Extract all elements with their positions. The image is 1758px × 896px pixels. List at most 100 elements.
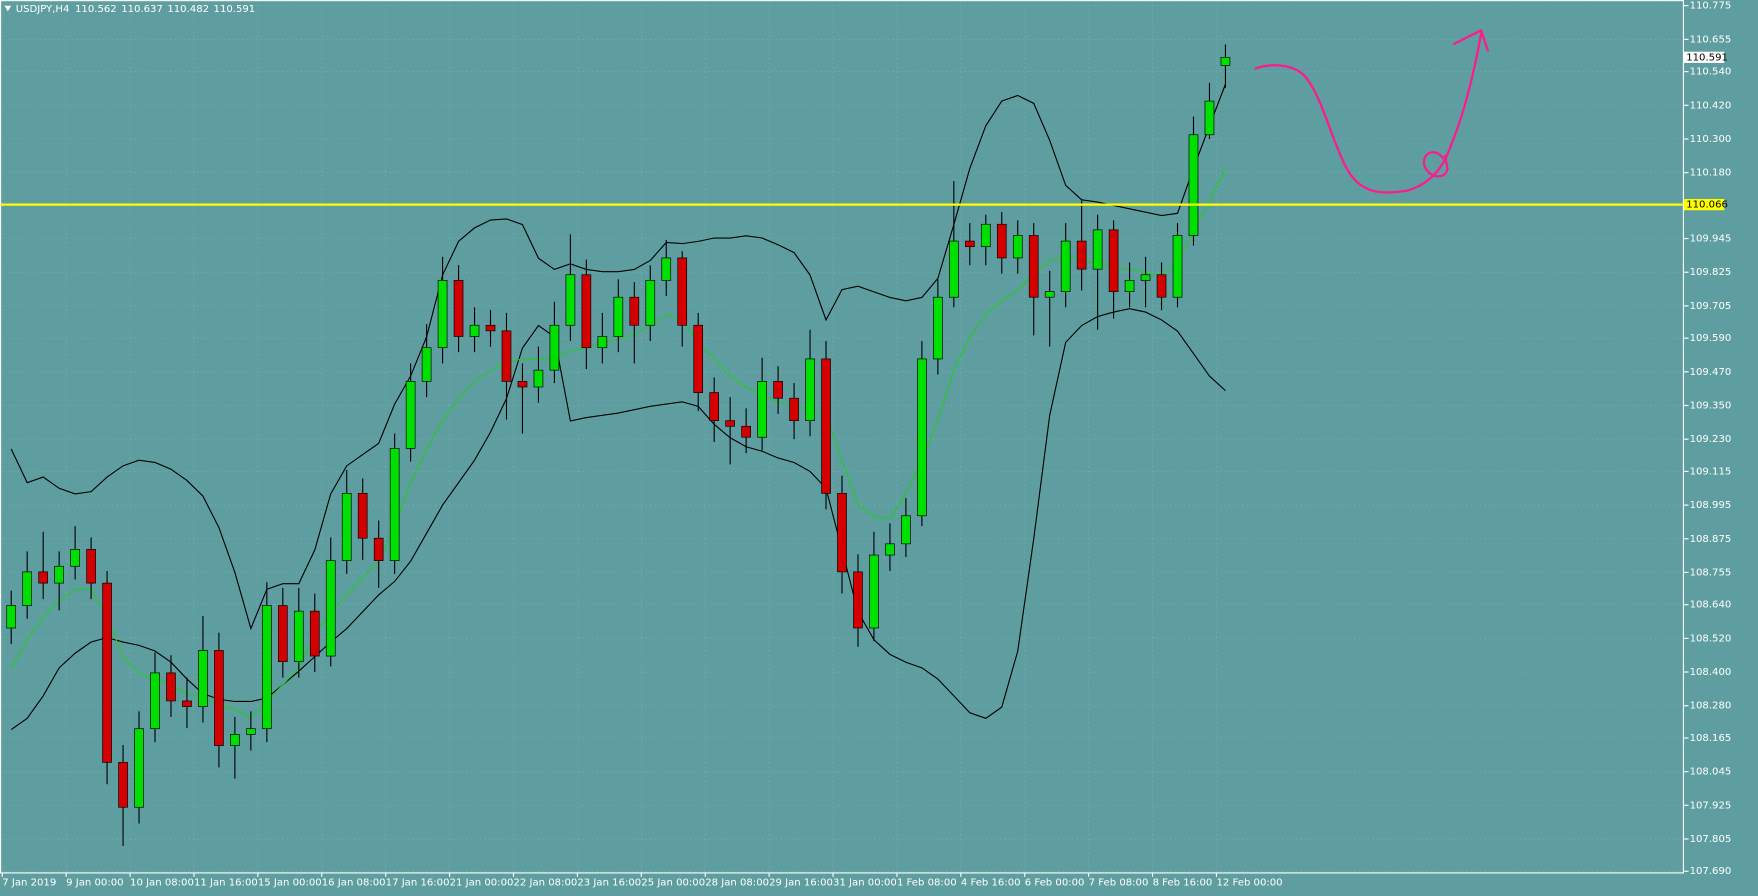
x-tick-label: 31 Jan 00:00 — [833, 877, 897, 888]
y-tick-label: 107.925 — [1690, 800, 1732, 811]
candle-body — [22, 571, 33, 606]
candle-body — [613, 296, 624, 337]
x-tick-label: 21 Jan 00:00 — [450, 877, 514, 888]
y-tick-label: 109.945 — [1690, 234, 1732, 245]
menu-triangle[interactable] — [4, 5, 12, 12]
candle-body — [661, 257, 672, 281]
candle-body — [549, 324, 560, 371]
x-tick-label: 1 Feb 08:00 — [897, 877, 957, 888]
candle-body — [741, 425, 751, 438]
y-tick-label: 109.825 — [1690, 267, 1732, 278]
candle-body — [837, 492, 847, 573]
candle-body — [501, 330, 512, 382]
level-label-box — [1684, 199, 1725, 211]
y-tick-label: 110.655 — [1690, 34, 1732, 45]
x-tick-label: 23 Jan 16:00 — [577, 877, 641, 888]
candle-body — [118, 762, 128, 808]
y-tick-label: 107.805 — [1690, 834, 1732, 845]
x-tick-label: 22 Jan 08:00 — [513, 877, 577, 888]
candle-body — [198, 650, 208, 707]
indicator-line — [10, 84, 1226, 631]
candle-body — [1060, 240, 1071, 292]
candle-body — [773, 381, 783, 399]
y-tick-label: 110.540 — [1690, 67, 1732, 78]
candle-body — [38, 571, 48, 584]
candle-body — [1204, 100, 1215, 136]
candle-body — [949, 240, 959, 298]
y-tick-label: 108.045 — [1690, 767, 1732, 778]
candle-body — [517, 381, 528, 388]
candle-body — [581, 274, 592, 349]
y-tick-label: 108.875 — [1690, 534, 1732, 545]
candle-body — [357, 492, 368, 539]
candle-body — [964, 240, 975, 248]
y-tick-label: 109.705 — [1690, 301, 1732, 312]
y-tick-label: 110.180 — [1690, 168, 1732, 179]
candle-body — [309, 610, 320, 657]
y-tick-label: 110.775 — [1690, 1, 1732, 12]
y-tick-label: 108.995 — [1690, 500, 1732, 511]
drawn-loop — [1422, 151, 1449, 178]
candle-body — [901, 515, 911, 545]
candle-body — [1156, 274, 1167, 298]
candle-body — [805, 358, 815, 421]
drawn-curve — [1254, 32, 1483, 194]
candle-body — [86, 549, 96, 584]
y-tick-label: 108.400 — [1690, 667, 1732, 678]
candle-body — [182, 700, 192, 707]
y-tick-label: 110.420 — [1690, 100, 1732, 111]
candle-body — [1124, 280, 1135, 292]
candle-body — [6, 605, 17, 629]
candle-body — [437, 280, 448, 349]
candle-body — [341, 492, 352, 561]
candle-body — [677, 257, 688, 326]
candle-body — [853, 571, 863, 629]
x-tick-label: 25 Jan 00:00 — [641, 877, 705, 888]
candle-body — [1172, 235, 1183, 298]
y-tick-label: 109.350 — [1690, 401, 1732, 412]
drawn-arrowhead — [1453, 28, 1489, 52]
plot-layer — [0, 0, 1685, 874]
x-tick-label: 10 Jan 08:00 — [130, 877, 194, 888]
candle-body — [565, 274, 576, 326]
candle-body — [821, 358, 831, 494]
y-tick-label: 109.230 — [1690, 434, 1732, 445]
candle-body — [725, 420, 735, 427]
candle-body — [421, 347, 432, 382]
header-high: 110.637 — [121, 4, 163, 15]
hand-drawing — [1254, 28, 1489, 194]
price-label: 110.591 — [1686, 52, 1728, 63]
indicator-line — [10, 308, 1226, 731]
candle-body — [373, 537, 384, 561]
x-tick-label: 17 Jan 16:00 — [386, 877, 450, 888]
candle-body — [1140, 274, 1151, 281]
candle-body — [885, 543, 895, 556]
candle-body — [1044, 291, 1055, 298]
candle-body — [1028, 235, 1039, 298]
candle-body — [214, 650, 224, 746]
candle-body — [54, 565, 64, 584]
candle-body — [469, 324, 480, 337]
candle-body — [629, 296, 640, 326]
candle-body — [996, 223, 1007, 259]
header-close: 110.591 — [214, 4, 256, 15]
y-tick-label: 109.115 — [1690, 466, 1732, 477]
candle-body — [166, 672, 176, 702]
symbol: USDJPY,H4 — [16, 4, 70, 15]
candle-body — [1092, 229, 1103, 270]
y-tick-label: 108.280 — [1690, 701, 1732, 712]
candle-body — [1220, 56, 1231, 66]
candle-body — [102, 582, 112, 763]
y-tick-label: 108.520 — [1690, 633, 1732, 644]
candle-body — [262, 605, 272, 730]
y-tick-label: 108.755 — [1690, 567, 1732, 578]
x-tick-label: 12 Feb 00:00 — [1216, 877, 1282, 888]
candle-body — [325, 560, 336, 657]
candle-body — [597, 336, 608, 349]
x-tick-label: 11 Jan 16:00 — [194, 877, 258, 888]
candle-body — [757, 381, 767, 438]
candle-body — [293, 610, 304, 662]
candle-body — [1012, 235, 1023, 259]
